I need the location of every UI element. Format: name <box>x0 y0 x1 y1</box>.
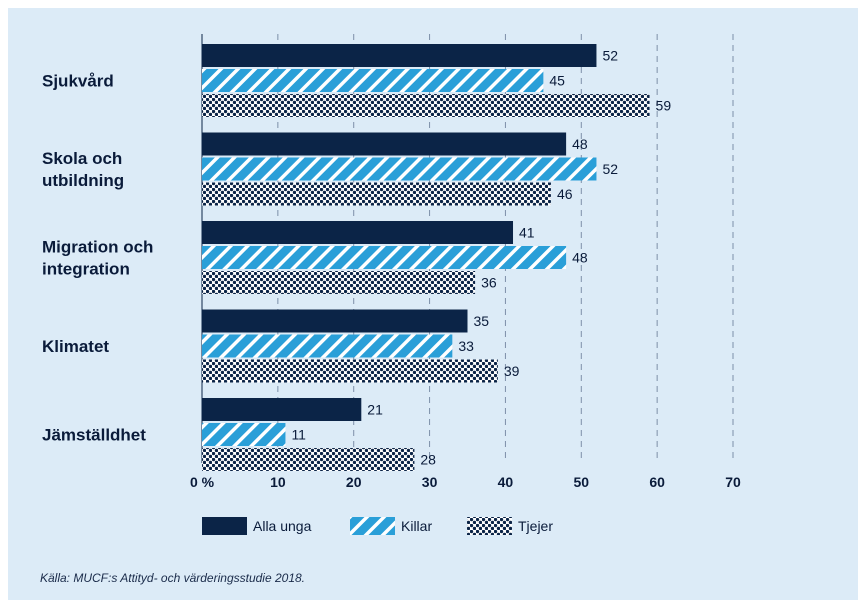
category-label: Klimatet <box>42 337 109 356</box>
category-label: utbildning <box>42 171 124 190</box>
legend-swatch-stripes <box>350 517 395 535</box>
bar-dots <box>202 448 415 471</box>
x-tick-label: 0 % <box>190 474 215 490</box>
x-tick-label: 60 <box>649 474 665 490</box>
x-tick-label: 20 <box>346 474 362 490</box>
data-label: 36 <box>481 275 497 291</box>
legend-label: Alla unga <box>253 518 312 534</box>
x-tick-label: 70 <box>725 474 741 490</box>
bar-stripes <box>202 69 544 92</box>
bar-solid <box>202 132 567 156</box>
bars <box>202 44 650 471</box>
bar-solid <box>202 44 597 67</box>
bar-solid <box>202 398 362 421</box>
x-tick-label: 50 <box>573 474 589 490</box>
bar-dots <box>202 359 498 383</box>
legend-label: Killar <box>401 518 432 534</box>
data-label: 33 <box>458 338 474 354</box>
data-label: 48 <box>572 250 588 266</box>
data-label: 46 <box>557 186 573 202</box>
category-label: Migration och <box>42 238 153 257</box>
data-label: 52 <box>602 48 618 64</box>
category-labels: Sjukvård Skola och utbildning Migration och… <box>42 72 153 445</box>
data-label: 41 <box>519 225 535 241</box>
data-label: 59 <box>656 98 672 114</box>
bar-dots <box>202 182 551 206</box>
bar-solid <box>202 221 514 244</box>
data-label: 45 <box>549 73 565 89</box>
x-tick-label: 40 <box>498 474 514 490</box>
data-label: 28 <box>420 452 436 468</box>
data-label: 21 <box>367 402 383 418</box>
legend: Alla unga Killar Tjejer <box>202 517 553 535</box>
legend-swatch-solid <box>202 517 247 535</box>
data-label: 52 <box>602 161 618 177</box>
x-tick-label: 30 <box>422 474 438 490</box>
source-note: Källa: MUCF:s Attityd- och värderingsstu… <box>40 571 306 585</box>
data-label: 11 <box>291 427 306 443</box>
category-label: Jämställdhet <box>42 426 146 445</box>
x-tick-label: 10 <box>270 474 286 490</box>
bar-stripes <box>202 423 286 446</box>
bar-dots <box>202 94 650 117</box>
bar-solid <box>202 309 468 333</box>
category-label: Skola och <box>42 149 122 168</box>
data-label: 48 <box>572 136 588 152</box>
category-label: integration <box>42 260 130 279</box>
legend-label: Tjejer <box>518 518 553 534</box>
category-label: Sjukvård <box>42 72 114 91</box>
bar-stripes <box>202 157 597 181</box>
bar-stripes <box>202 246 567 269</box>
x-axis-ticks: 0 % 10 20 30 40 50 60 70 <box>190 474 741 490</box>
legend-swatch-dots <box>467 517 512 535</box>
data-label: 35 <box>474 313 490 329</box>
data-label: 39 <box>504 363 520 379</box>
chart-panel: 52 45 59 48 52 46 41 48 36 35 33 39 21 11 28 Sjukvård S… <box>8 8 858 600</box>
bar-dots <box>202 271 476 294</box>
bar-stripes <box>202 334 453 358</box>
